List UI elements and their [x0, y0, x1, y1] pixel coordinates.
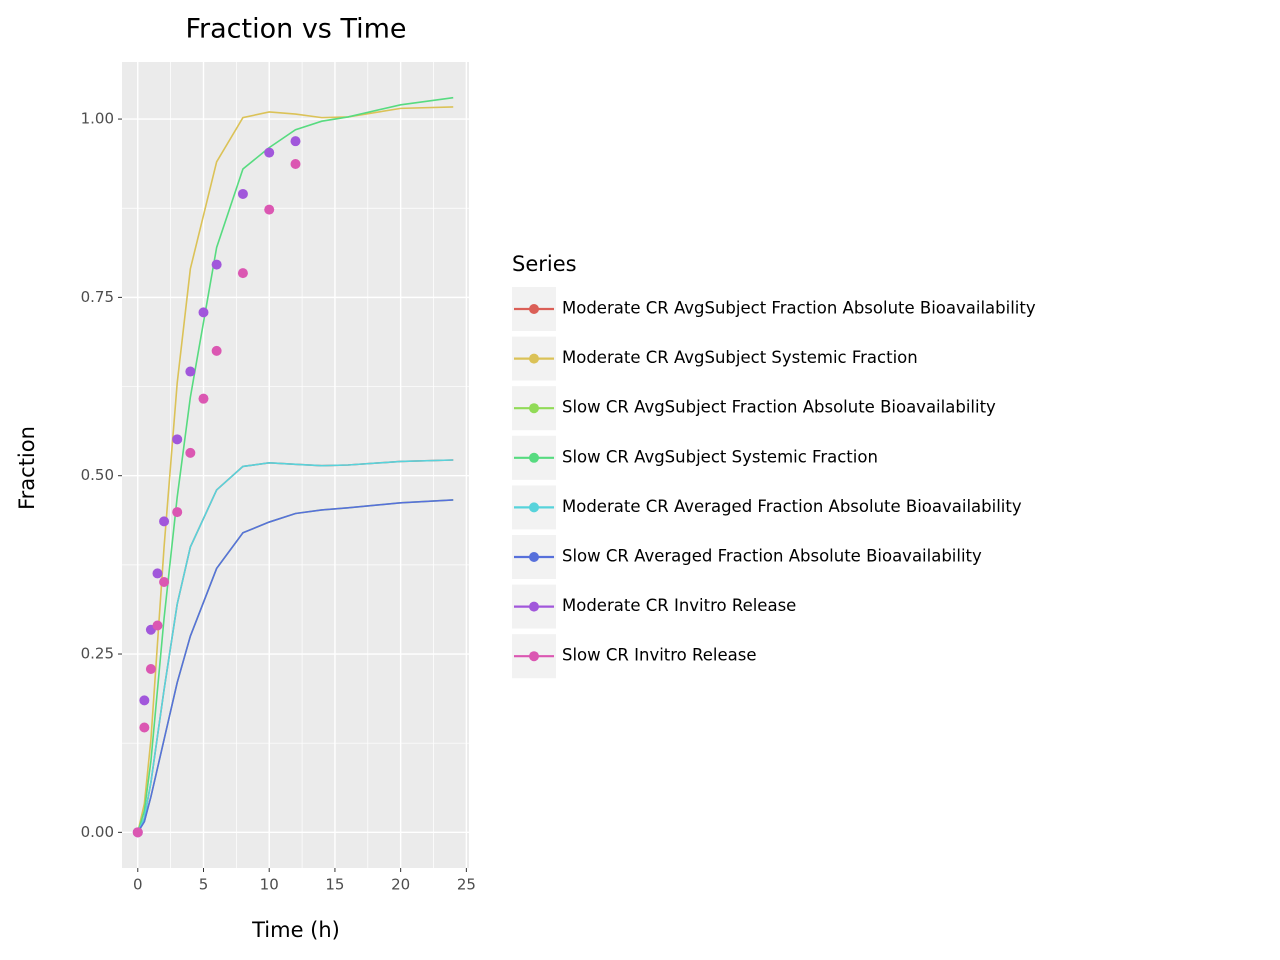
legend-item: Slow CR Invitro Release	[512, 634, 757, 679]
legend-item: Moderate CR AvgSubject Systemic Fraction	[512, 336, 918, 381]
legend-label: Moderate CR Invitro Release	[562, 596, 796, 615]
data-point	[172, 434, 183, 445]
legend-key-point	[529, 403, 539, 414]
y-tick-label: 0.00	[81, 823, 114, 841]
data-point	[185, 366, 196, 377]
data-point	[139, 695, 150, 706]
x-tick-label: 20	[391, 876, 410, 894]
data-point	[290, 136, 301, 147]
x-tick-label: 0	[133, 876, 143, 894]
legend-label: Moderate CR Averaged Fraction Absolute B…	[562, 497, 1022, 516]
legend-label: Moderate CR AvgSubject Fraction Absolute…	[562, 299, 1036, 318]
legend-item: Slow CR Averaged Fraction Absolute Bioav…	[512, 535, 982, 579]
y-tick-label: 1.00	[81, 110, 114, 128]
x-tick-label: 10	[260, 876, 279, 894]
chart-title: Fraction vs Time	[185, 14, 406, 45]
data-point	[211, 259, 222, 270]
data-point	[237, 188, 248, 199]
legend-key-point	[529, 601, 539, 612]
series-line	[137, 96, 454, 833]
data-point	[159, 576, 170, 587]
legend-key-point	[529, 353, 539, 364]
legend-title: Series	[512, 252, 577, 276]
data-point	[152, 620, 163, 631]
legend-item: Moderate CR Invitro Release	[512, 584, 796, 629]
legend-item: Moderate CR Averaged Fraction Absolute B…	[512, 485, 1022, 530]
data-point	[139, 722, 150, 733]
data-point	[211, 345, 222, 356]
data-point	[152, 568, 163, 579]
legend-label: Slow CR Invitro Release	[562, 646, 757, 665]
legend-label: Slow CR AvgSubject Systemic Fraction	[562, 447, 878, 466]
legend-label: Slow CR Averaged Fraction Absolute Bioav…	[562, 547, 982, 566]
data-point	[198, 307, 209, 318]
legend-key-point	[529, 452, 539, 463]
legend-key-point	[529, 502, 539, 513]
data-point	[264, 204, 275, 215]
data-point	[132, 827, 143, 838]
legend-label: Slow CR AvgSubject Fraction Absolute Bio…	[562, 398, 996, 417]
x-tick-label: 25	[457, 876, 476, 894]
legend-label: Moderate CR AvgSubject Systemic Fraction	[562, 348, 918, 367]
x-tick-label: 15	[325, 876, 344, 894]
data-point	[159, 516, 170, 527]
data-point	[264, 147, 275, 158]
data-point	[185, 447, 196, 458]
y-tick-label: 0.50	[81, 466, 114, 484]
legend-item: Slow CR AvgSubject Systemic Fraction	[512, 435, 878, 480]
data-point	[290, 158, 301, 169]
legend-key-point	[529, 651, 539, 662]
legend-key-point	[529, 552, 539, 562]
data-point	[172, 507, 183, 518]
y-tick-label: 0.25	[81, 645, 114, 663]
x-tick-label: 5	[199, 876, 209, 894]
series-line	[137, 499, 454, 833]
data-point	[198, 393, 209, 404]
series-line	[137, 459, 454, 833]
x-axis-title: Time (h)	[251, 918, 340, 942]
legend-key-point	[529, 304, 539, 314]
legend-item: Moderate CR AvgSubject Fraction Absolute…	[512, 287, 1036, 331]
legend-item: Slow CR AvgSubject Fraction Absolute Bio…	[512, 386, 996, 431]
data-point	[237, 268, 248, 279]
y-axis-title: Fraction	[15, 426, 39, 510]
data-point	[145, 663, 156, 674]
y-tick-label: 0.75	[81, 288, 114, 306]
